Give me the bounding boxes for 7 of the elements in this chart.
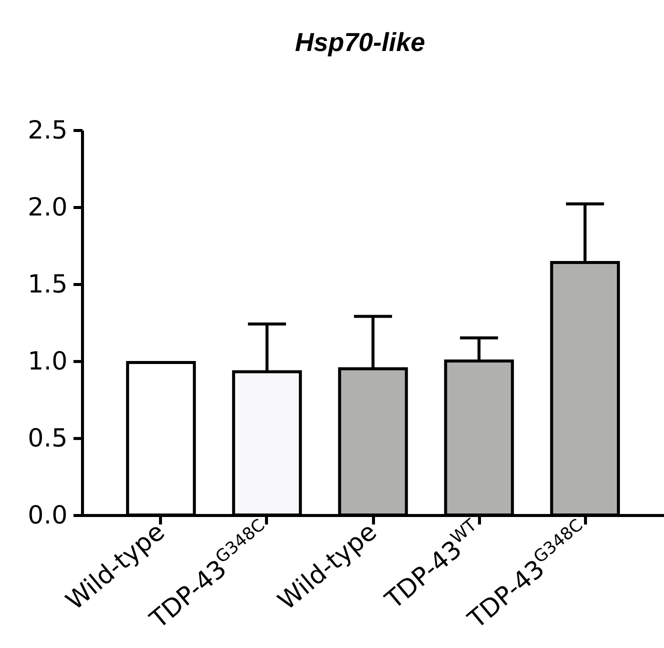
y-tick-label: 1.0 xyxy=(28,346,68,376)
y-tick-label: 0.0 xyxy=(28,500,68,530)
y-tick-label: 2.0 xyxy=(28,192,68,222)
y-tick-label: 1.5 xyxy=(28,270,68,298)
y-tick-label: 0.5 xyxy=(28,424,68,452)
y-tick-label: 2.5 xyxy=(28,116,68,144)
chart-title: Hsp70-like xyxy=(294,27,426,57)
